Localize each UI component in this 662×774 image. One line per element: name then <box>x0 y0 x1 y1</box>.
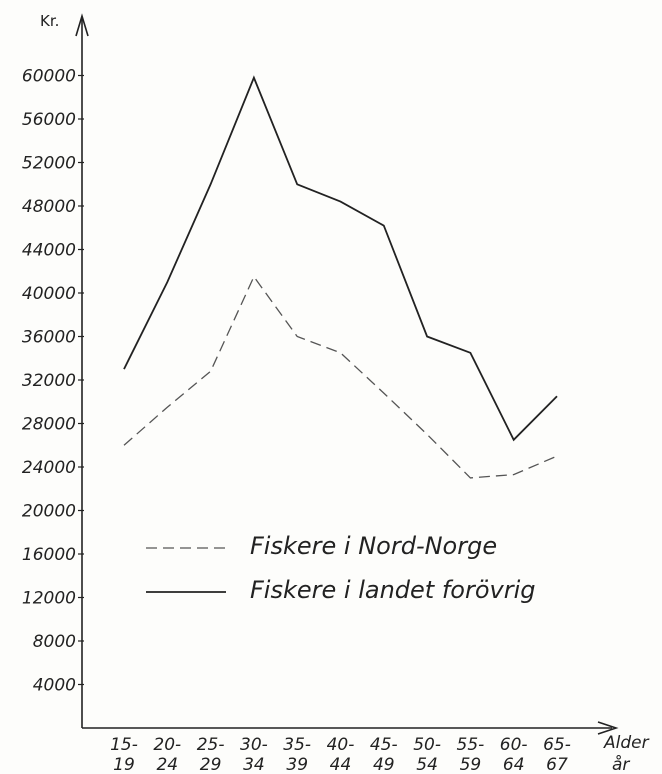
y-tick-label: 4000 <box>33 676 76 696</box>
x-tick-label-top: 50- <box>413 735 441 755</box>
y-tick-labels: 4000 8000 12000 16000 20000 24000 28000 32000 36… <box>22 67 84 696</box>
x-axis-label-line1: Alder <box>603 733 650 753</box>
y-unit-label: Kr. <box>40 12 59 30</box>
x-tick-label-top: 25- <box>197 735 225 755</box>
x-tick-label-top: 65- <box>543 735 571 755</box>
y-axis-arrow <box>75 13 89 37</box>
x-tick-label-bottom: 24 <box>156 755 178 774</box>
y-tick-label: 36000 <box>22 328 76 348</box>
x-tick-label-top: 30- <box>240 735 268 755</box>
x-tick-label-bottom: 67 <box>546 755 568 774</box>
y-tick-label: 8000 <box>33 632 76 652</box>
x-tick-label-top: 45- <box>370 735 398 755</box>
y-tick-label: 16000 <box>22 545 76 565</box>
x-axis-label-line2: år <box>612 754 630 774</box>
series-line-landet <box>123 75 558 442</box>
y-tick-label: 40000 <box>22 284 76 304</box>
x-tick-label-bottom: 49 <box>373 755 395 774</box>
x-tick-label-bottom: 59 <box>460 755 482 774</box>
x-tick-label-bottom: 54 <box>416 755 438 774</box>
x-tick-label-top: 55- <box>457 735 485 755</box>
legend: Fiskere i Nord-Norge Fiskere i landet fo… <box>146 532 535 604</box>
x-tick-label-top: 35- <box>283 735 311 755</box>
series-line-nord-norge <box>123 275 558 479</box>
y-tick-label: 60000 <box>22 67 76 87</box>
legend-label-nord-norge: Fiskere i Nord-Norge <box>250 532 497 560</box>
x-tick-label-bottom: 39 <box>286 755 308 774</box>
y-tick-label: 32000 <box>22 371 76 391</box>
series-layer <box>123 75 558 479</box>
x-tick-labels: 15-19 20-24 25-29 30-34 35-39 40-44 45-49 50-54… <box>110 735 571 774</box>
x-tick-label-top: 60- <box>500 735 528 755</box>
y-tick-label: 44000 <box>22 241 76 261</box>
y-tick-label: 48000 <box>22 197 76 217</box>
x-tick-label-top: 40- <box>327 735 355 755</box>
x-tick-label-bottom: 64 <box>503 755 525 774</box>
y-tick-label: 52000 <box>22 154 76 174</box>
y-tick-label: 28000 <box>22 415 76 435</box>
x-tick-label-bottom: 44 <box>330 755 352 774</box>
x-axis-arrow <box>597 721 619 735</box>
x-tick-label-top: 20- <box>153 735 181 755</box>
y-tick-label: 12000 <box>22 589 76 609</box>
x-tick-label-bottom: 29 <box>200 755 222 774</box>
legend-label-landet: Fiskere i landet forövrig <box>250 576 535 604</box>
x-tick-label-bottom: 19 <box>113 755 135 774</box>
x-tick-label-bottom: 34 <box>243 755 265 774</box>
y-tick-label: 20000 <box>22 502 76 522</box>
y-tick-label: 24000 <box>22 458 76 478</box>
y-tick-label: 56000 <box>22 110 76 130</box>
x-tick-label-top: 15- <box>110 735 138 755</box>
